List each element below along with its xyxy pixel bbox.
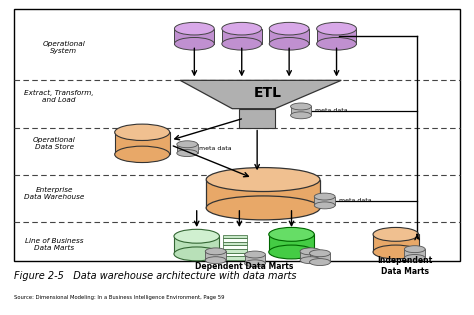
Ellipse shape (205, 257, 226, 264)
Ellipse shape (269, 22, 309, 35)
Text: Figure 2-5   Data warehouse architecture with data marts: Figure 2-5 Data warehouse architecture w… (14, 271, 297, 281)
Ellipse shape (245, 251, 265, 258)
Bar (223, 249, 247, 253)
Bar (314, 197, 335, 205)
Bar (14, 9, 460, 261)
Bar (223, 245, 247, 249)
Ellipse shape (174, 247, 219, 261)
Text: meta data: meta data (339, 198, 372, 203)
Bar (223, 256, 247, 260)
Ellipse shape (206, 196, 320, 220)
Bar (310, 253, 330, 262)
Text: Source: Dimensional Modeling: In a Business Intelligence Environment, Page 59: Source: Dimensional Modeling: In a Busin… (14, 295, 225, 300)
Bar (222, 29, 262, 44)
Bar (205, 251, 226, 260)
Ellipse shape (291, 103, 311, 110)
Text: Enterprise
Data Warehouse: Enterprise Data Warehouse (24, 187, 85, 200)
Bar (174, 29, 214, 44)
Ellipse shape (310, 250, 330, 257)
Bar (115, 132, 170, 154)
Polygon shape (180, 80, 341, 109)
Ellipse shape (115, 124, 170, 140)
Ellipse shape (310, 259, 330, 266)
Text: Dependent Data Marts: Dependent Data Marts (195, 262, 293, 271)
Ellipse shape (177, 150, 198, 157)
Ellipse shape (222, 37, 262, 50)
Ellipse shape (269, 245, 314, 259)
Ellipse shape (269, 227, 314, 241)
Text: Operational
System: Operational System (43, 41, 85, 54)
Ellipse shape (174, 229, 219, 243)
Ellipse shape (174, 37, 214, 50)
Ellipse shape (291, 112, 311, 119)
Ellipse shape (373, 227, 419, 241)
Bar (269, 29, 309, 44)
Bar (245, 255, 265, 263)
Text: Line of Business
Data Marts: Line of Business Data Marts (25, 238, 84, 251)
Bar (223, 235, 247, 238)
Ellipse shape (317, 37, 356, 50)
Ellipse shape (206, 168, 320, 192)
Ellipse shape (300, 248, 321, 255)
Bar (223, 242, 247, 245)
Bar (177, 144, 198, 153)
Bar (373, 234, 419, 252)
Ellipse shape (314, 193, 335, 200)
Text: Operational
Data Store: Operational Data Store (33, 137, 76, 150)
Bar (317, 29, 356, 44)
Bar (404, 249, 425, 258)
Ellipse shape (269, 37, 309, 50)
Ellipse shape (373, 245, 419, 259)
Bar (206, 180, 320, 208)
Bar (223, 238, 247, 242)
Ellipse shape (245, 260, 265, 267)
Ellipse shape (314, 202, 335, 209)
Bar (291, 106, 311, 115)
Bar (300, 251, 321, 260)
Ellipse shape (115, 146, 170, 163)
Ellipse shape (300, 257, 321, 264)
Text: Extract, Transform,
and Load: Extract, Transform, and Load (25, 89, 94, 103)
Ellipse shape (404, 246, 425, 253)
Ellipse shape (317, 22, 356, 35)
Bar (239, 109, 275, 128)
Ellipse shape (404, 255, 425, 261)
Bar (223, 253, 247, 256)
Text: meta data: meta data (199, 146, 232, 151)
Text: meta data: meta data (315, 108, 348, 113)
Ellipse shape (222, 22, 262, 35)
Ellipse shape (205, 248, 226, 255)
Ellipse shape (177, 141, 198, 148)
Bar (269, 234, 314, 252)
Ellipse shape (174, 22, 214, 35)
Text: Independent
Data Marts: Independent Data Marts (378, 256, 433, 276)
Bar (174, 236, 219, 254)
Text: ETL: ETL (254, 86, 282, 100)
